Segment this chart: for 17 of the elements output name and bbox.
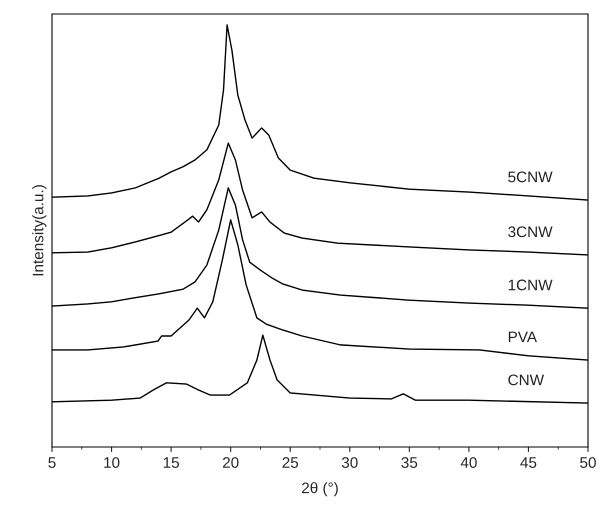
series-label: 1CNW — [508, 280, 553, 290]
x-tick-label: 15 — [164, 457, 179, 468]
x-tick-label: 10 — [104, 457, 120, 468]
x-tick-label: 25 — [282, 457, 298, 468]
x-tick-label: 45 — [520, 457, 536, 468]
series-label: PVA — [508, 332, 538, 342]
x-tick-label: 30 — [342, 457, 358, 468]
x-tick-label: 50 — [580, 457, 596, 468]
y-axis-title: Intensity(a.u.) — [32, 185, 46, 276]
series-label: 5CNW — [508, 172, 553, 182]
x-tick-label: 20 — [222, 457, 239, 468]
x-tick-label: 40 — [460, 457, 477, 468]
series-label: 3CNW — [508, 226, 553, 238]
series-label: CNW — [508, 374, 544, 386]
x-axis-title: 2θ (°) — [302, 482, 338, 496]
x-tick-label: 35 — [401, 457, 418, 468]
x-tick-label: 5 — [48, 457, 56, 468]
